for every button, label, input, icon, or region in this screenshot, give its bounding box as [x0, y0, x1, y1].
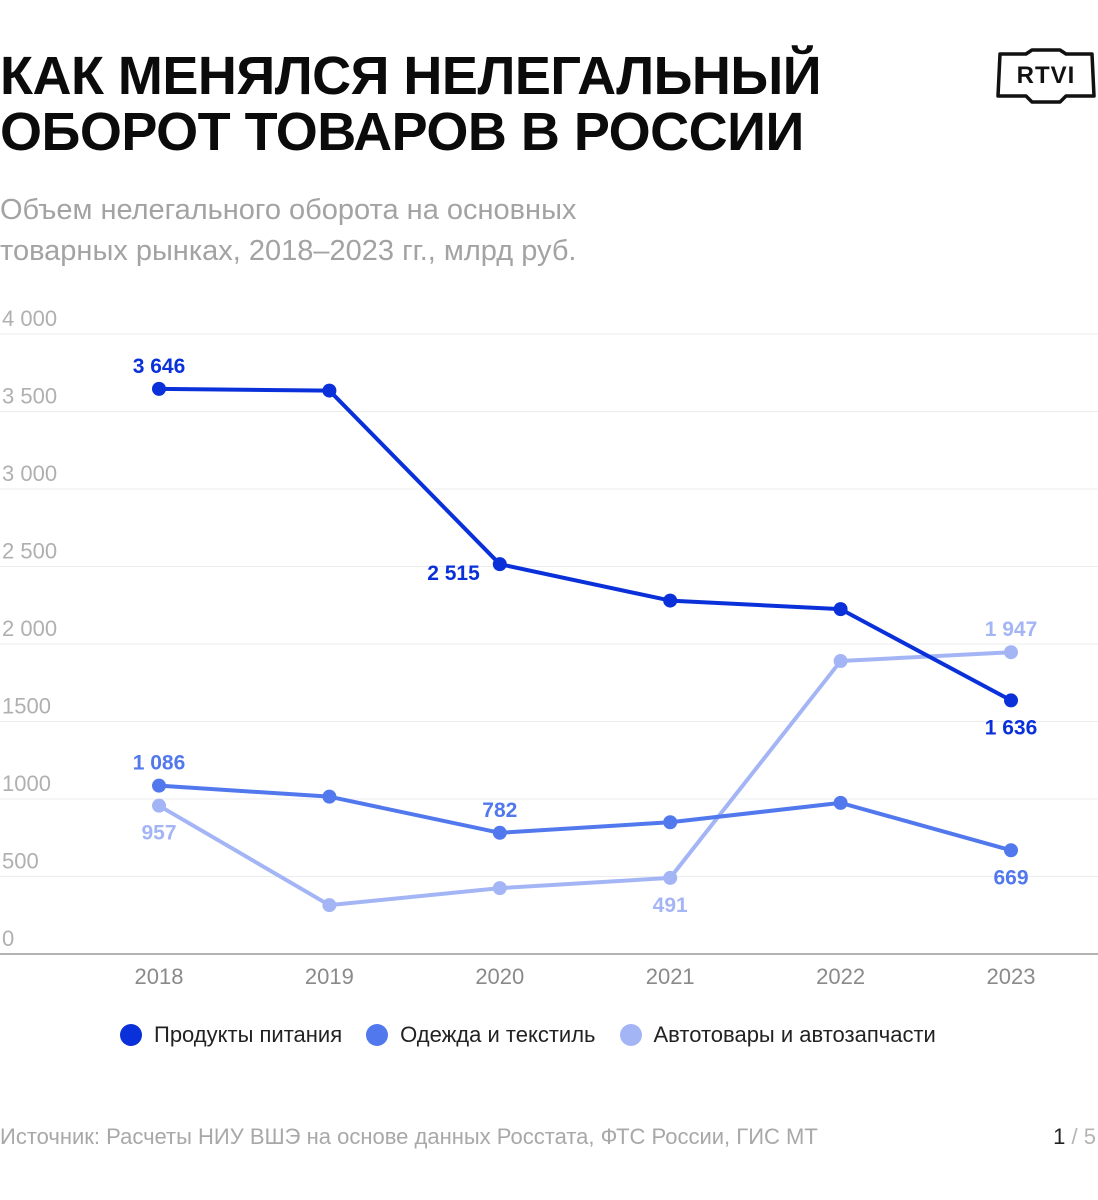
data-point [152, 381, 166, 396]
source-note: Источник: Расчеты НИУ ВШЭ на основе данн… [0, 1124, 818, 1149]
x-axis-ticks: 2018 2019 2020 2021 2022 2023 [135, 964, 1036, 989]
series-line [157, 386, 1013, 703]
y-tick-label: 2 500 [2, 539, 57, 564]
data-point [1004, 693, 1018, 708]
y-tick-label: 3 000 [2, 461, 57, 486]
y-tick-label: 1000 [2, 771, 51, 796]
data-point [322, 898, 337, 913]
data-label: 1 947 [985, 618, 1038, 641]
data-point [322, 383, 337, 398]
line-chart: 0 500 1000 1500 2 000 2 500 3 000 3 500 4 000 20… [0, 306, 1098, 989]
data-label: 957 [141, 822, 176, 845]
page-indicator: 1 / 5 [1053, 1124, 1096, 1150]
legend-item-auto: Автотовары и автозапчасти [619, 1022, 936, 1048]
data-point [833, 654, 848, 669]
legend-marker-clothing [366, 1024, 389, 1046]
y-tick-label: 2 000 [2, 616, 57, 641]
x-tick-label: 2018 [135, 964, 184, 989]
y-tick-label: 0 [2, 926, 14, 951]
legend-label-auto: Автотовары и автозапчасти [653, 1022, 936, 1047]
page-total: / 5 [1065, 1124, 1096, 1149]
rtvi-logo: RTVI [994, 48, 1098, 104]
logo-text: RTVI [1016, 62, 1076, 89]
title-line-1: КАК МЕНЯЛСЯ НЕЛЕГАЛЬНЫЙ [0, 46, 822, 106]
chart-title: КАК МЕНЯЛСЯ НЕЛЕГАЛЬНЫЙ ОБОРОТ ТОВАРОВ В… [0, 48, 900, 160]
data-label: 1 086 [133, 752, 186, 775]
y-axis-ticks: 0 500 1000 1500 2 000 2 500 3 000 3 500 4 000 [2, 306, 57, 951]
data-point [833, 602, 848, 617]
data-point [663, 593, 678, 608]
x-tick-label: 2022 [816, 964, 865, 989]
data-point [663, 815, 678, 830]
data-label: 2 515 [427, 562, 480, 585]
data-labels: 3 646 2 515 1 636 1 086 782 669 957 491 1 947 [133, 355, 1038, 917]
series-line [157, 783, 1013, 853]
data-label: 669 [993, 866, 1028, 889]
x-tick-label: 2019 [305, 964, 354, 989]
data-point [663, 870, 678, 885]
page-current: 1 [1053, 1124, 1066, 1149]
y-tick-label: 4 000 [2, 306, 57, 331]
data-point [152, 798, 166, 813]
legend-label-clothing: Одежда и текстиль [400, 1022, 596, 1047]
x-tick-label: 2021 [646, 964, 695, 989]
x-tick-label: 2023 [987, 964, 1036, 989]
data-point [492, 881, 507, 896]
data-point [492, 825, 507, 840]
data-label: 782 [482, 799, 517, 822]
data-point [1004, 843, 1018, 858]
data-point [322, 789, 337, 804]
chart-subtitle: Объем нелегального оборота на основных т… [0, 190, 800, 272]
data-label: 3 646 [133, 355, 186, 378]
subtitle-line-2: товарных рынках, 2018–2023 гг., млрд руб… [0, 235, 577, 267]
data-point [492, 557, 507, 572]
y-tick-label: 3 500 [2, 384, 57, 409]
chart-legend: Продукты питания Одежда и текстиль Автот… [120, 1022, 960, 1048]
data-point [833, 795, 848, 810]
legend-item-food: Продукты питания [120, 1022, 342, 1048]
footer: Источник: Расчеты НИУ ВШЭ на основе данн… [0, 1124, 1098, 1154]
data-point [152, 778, 166, 793]
legend-marker-food [120, 1024, 142, 1046]
data-label: 491 [653, 894, 688, 917]
legend-marker-auto [619, 1024, 642, 1046]
title-line-2: ОБОРОТ ТОВАРОВ В РОССИИ [0, 102, 804, 162]
series-line [157, 650, 1013, 908]
data-point [1004, 645, 1018, 660]
y-tick-label: 500 [2, 849, 39, 874]
legend-item-clothing: Одежда и текстиль [366, 1022, 596, 1048]
grid-lines [0, 333, 1098, 955]
series-lines [152, 381, 1018, 913]
y-tick-label: 1500 [2, 694, 51, 719]
logo-frame-icon [996, 48, 1096, 104]
subtitle-line-1: Объем нелегального оборота на основных [0, 194, 577, 226]
legend-label-food: Продукты питания [154, 1022, 343, 1047]
x-tick-label: 2020 [475, 964, 524, 989]
data-label: 1 636 [985, 716, 1038, 739]
